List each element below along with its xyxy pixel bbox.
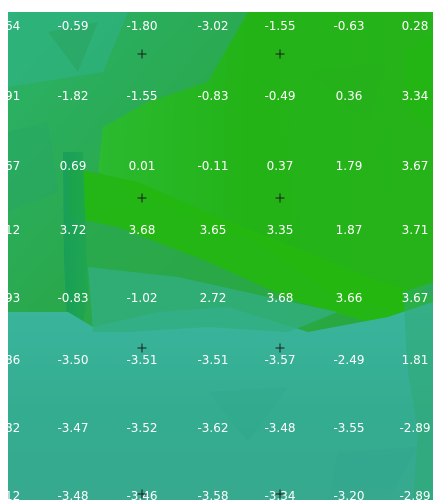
marker-r1-c2 xyxy=(137,49,147,59)
surface-facet-1 xyxy=(48,22,98,72)
grid-value-r6-c6: -2.89 xyxy=(399,421,431,435)
grid-value-r5-c3: -3.51 xyxy=(197,353,229,367)
surface-right-edge xyxy=(403,282,433,500)
grid-value-r5-c6: 1.81 xyxy=(401,353,429,367)
grid-value-r0-c6: 0.28 xyxy=(401,19,429,33)
marker-r3-c2 xyxy=(137,193,147,203)
grid-value-r0-c3: -3.02 xyxy=(197,19,229,33)
surface-facet-5 xyxy=(8,122,58,212)
grid-value-r5-c2: -3.51 xyxy=(126,353,158,367)
grid-value-r7-c1: -3.48 xyxy=(57,489,89,500)
surface-transition xyxy=(88,267,338,332)
grid-value-r1-c1: -1.82 xyxy=(57,89,89,103)
surface-facet-3 xyxy=(208,387,288,442)
grid-value-r3-c0: 12 xyxy=(8,223,21,237)
grid-value-r3-c1: 3.72 xyxy=(59,223,87,237)
grid-value-r4-c2: -1.02 xyxy=(126,291,158,305)
grid-value-r6-c5: -3.55 xyxy=(333,421,365,435)
grid-value-r4-c1: -0.83 xyxy=(57,291,89,305)
grid-value-r4-c4: 3.68 xyxy=(266,291,294,305)
grid-value-r4-c6: 3.67 xyxy=(401,291,429,305)
surface-ridge xyxy=(68,167,433,327)
contour-surface xyxy=(8,12,433,500)
surface-facet-2 xyxy=(308,62,388,122)
grid-value-r1-c4: -0.49 xyxy=(264,89,296,103)
grid-value-r2-c1: 0.69 xyxy=(59,159,87,173)
marker-r7-c4 xyxy=(275,489,285,499)
grid-value-r4-c5: 3.66 xyxy=(335,291,363,305)
grid-value-r3-c3: 3.65 xyxy=(199,223,227,237)
grid-value-r0-c5: -0.63 xyxy=(333,19,365,33)
marker-r5-c2 xyxy=(137,343,147,353)
grid-value-r1-c3: -0.83 xyxy=(197,89,229,103)
grid-value-r7-c5: -3.20 xyxy=(333,489,365,500)
grid-value-r6-c4: -3.48 xyxy=(264,421,296,435)
grid-value-r2-c3: -0.11 xyxy=(197,159,229,173)
grid-value-r3-c2: 3.68 xyxy=(128,223,156,237)
grid-value-r6-c3: -3.62 xyxy=(197,421,229,435)
surface-high-band xyxy=(98,12,433,312)
grid-value-r2-c0: 67 xyxy=(8,159,21,173)
grid-value-r2-c4: 0.37 xyxy=(266,159,294,173)
grid-value-r6-c0: 82 xyxy=(8,421,21,435)
grid-value-r2-c5: 1.79 xyxy=(335,159,363,173)
grid-value-r6-c2: -3.52 xyxy=(126,421,158,435)
grid-value-r1-c0: 91 xyxy=(8,89,21,103)
grid-value-r5-c5: -2.49 xyxy=(333,353,365,367)
surface-low-region xyxy=(8,302,433,500)
grid-value-r0-c4: -1.55 xyxy=(264,19,296,33)
grid-value-r4-c0: 93 xyxy=(8,291,21,305)
grid-value-r1-c2: -1.55 xyxy=(126,89,158,103)
grid-value-r4-c3: 2.72 xyxy=(199,291,227,305)
surface-facet-4 xyxy=(328,447,418,500)
grid-value-r0-c0: 64 xyxy=(8,19,21,33)
grid-value-r0-c1: -0.59 xyxy=(57,19,89,33)
grid-value-r3-c6: 3.71 xyxy=(401,223,429,237)
grid-value-r7-c0: 12 xyxy=(8,489,21,500)
grid-value-r3-c5: 1.87 xyxy=(335,223,363,237)
grid-value-r1-c5: 0.36 xyxy=(335,89,363,103)
surface-facet-6 xyxy=(403,32,433,132)
grid-value-r7-c3: -3.58 xyxy=(197,489,229,500)
map-left-border xyxy=(0,0,8,500)
grid-value-r6-c1: -3.47 xyxy=(57,421,89,435)
marker-r1-c4 xyxy=(275,49,285,59)
grid-value-r5-c0: 86 xyxy=(8,353,21,367)
grid-value-r2-c6: 3.67 xyxy=(401,159,429,173)
marker-r5-c4 xyxy=(275,343,285,353)
grid-value-r1-c6: 3.34 xyxy=(401,89,429,103)
grid-value-r0-c2: -1.80 xyxy=(126,19,158,33)
marker-r3-c4 xyxy=(275,193,285,203)
grid-value-r3-c4: 3.35 xyxy=(266,223,294,237)
grid-value-r5-c4: -3.57 xyxy=(264,353,296,367)
contour-map[interactable]: 64 -0.59 -1.80 -3.02 -1.55 -0.63 0.28 91 -1.82 -1… xyxy=(8,12,433,500)
grid-value-r2-c2: 0.01 xyxy=(128,159,156,173)
grid-value-r5-c1: -3.50 xyxy=(57,353,89,367)
grid-value-r7-c6: -2.89 xyxy=(399,489,431,500)
marker-r7-c2 xyxy=(137,489,147,499)
surface-left-ridge xyxy=(63,152,88,347)
